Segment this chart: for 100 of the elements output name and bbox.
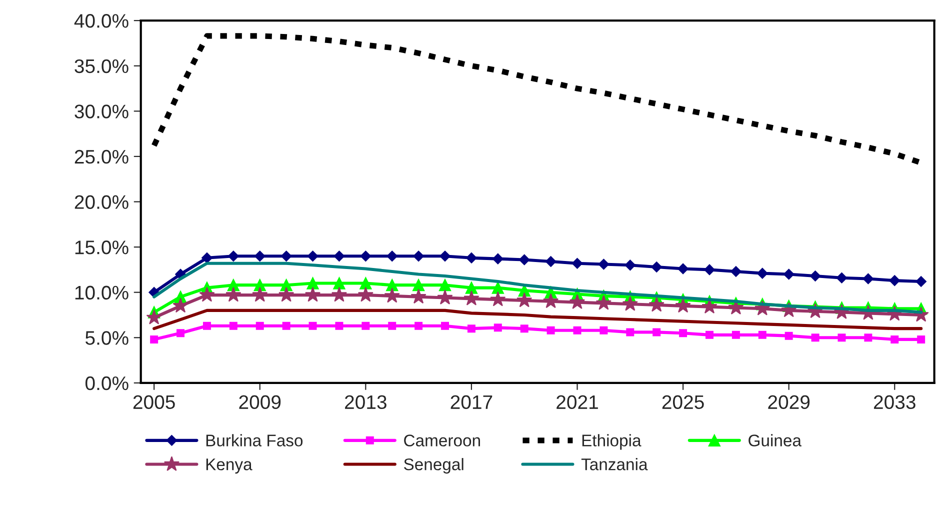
y-tick-label: 0.0% bbox=[85, 376, 128, 390]
point bbox=[678, 263, 688, 274]
point bbox=[520, 324, 528, 333]
point bbox=[492, 253, 504, 264]
point bbox=[624, 260, 636, 271]
line-series bbox=[152, 308, 923, 330]
point bbox=[229, 322, 238, 330]
point bbox=[252, 286, 268, 302]
legend-label: Burkina Faso bbox=[206, 434, 303, 446]
point bbox=[333, 277, 346, 290]
x-tick-label: 2013 bbox=[345, 395, 386, 410]
legend-label: Ethiopia bbox=[582, 434, 642, 450]
point bbox=[758, 330, 766, 339]
point bbox=[917, 335, 926, 344]
point bbox=[600, 326, 608, 334]
y-tick-label: 35.0% bbox=[74, 59, 128, 74]
point bbox=[596, 295, 612, 310]
point bbox=[622, 296, 638, 311]
point bbox=[146, 310, 162, 324]
point bbox=[440, 250, 450, 262]
y-tick-label: 40.0% bbox=[74, 14, 128, 28]
point bbox=[384, 288, 400, 303]
point bbox=[199, 286, 215, 302]
point bbox=[573, 326, 582, 334]
point bbox=[783, 268, 794, 280]
point bbox=[706, 330, 714, 339]
point bbox=[150, 335, 158, 344]
y-tick-label: 25.0% bbox=[74, 150, 128, 164]
point bbox=[494, 324, 502, 332]
point bbox=[679, 329, 688, 338]
point bbox=[386, 250, 398, 262]
legend-label: Senegal bbox=[404, 458, 464, 474]
point bbox=[569, 294, 586, 310]
point bbox=[546, 326, 555, 334]
point bbox=[360, 250, 372, 262]
point bbox=[304, 286, 321, 302]
y-tick-label: 5.0% bbox=[86, 331, 128, 345]
point bbox=[626, 328, 634, 336]
legend-label: Tanzania bbox=[581, 458, 648, 470]
point bbox=[572, 258, 583, 269]
point bbox=[280, 250, 292, 262]
point bbox=[307, 250, 318, 262]
point bbox=[441, 322, 449, 330]
point bbox=[202, 322, 211, 330]
point bbox=[756, 268, 768, 279]
point bbox=[278, 286, 294, 302]
point bbox=[648, 296, 664, 312]
point bbox=[466, 252, 477, 264]
point bbox=[730, 266, 742, 277]
point bbox=[414, 322, 423, 330]
point bbox=[412, 279, 425, 292]
x-tick-label: 2029 bbox=[768, 395, 810, 410]
point bbox=[256, 322, 264, 330]
point bbox=[202, 252, 212, 264]
point bbox=[598, 258, 610, 270]
point bbox=[651, 262, 662, 272]
point bbox=[810, 270, 821, 282]
y-tick-label: 15.0% bbox=[75, 240, 128, 254]
legend-label: Guinea bbox=[748, 434, 802, 446]
point bbox=[254, 250, 266, 262]
x-tick-label: 2033 bbox=[874, 395, 916, 410]
y-tick-label: 20.0% bbox=[74, 195, 128, 209]
point bbox=[465, 282, 478, 294]
point bbox=[704, 264, 715, 276]
point bbox=[172, 298, 188, 313]
legend-label: Kenya bbox=[206, 458, 252, 474]
x-tick-label: 2025 bbox=[662, 395, 704, 410]
x-tick-label: 2005 bbox=[133, 395, 175, 410]
y-tick-label: 30.0% bbox=[74, 104, 128, 118]
point bbox=[360, 277, 372, 290]
point bbox=[358, 286, 374, 302]
point bbox=[889, 275, 900, 286]
point bbox=[652, 328, 661, 336]
point bbox=[410, 288, 426, 304]
point bbox=[838, 334, 846, 342]
point bbox=[413, 250, 424, 262]
point bbox=[836, 272, 848, 284]
x-tick-label: 2009 bbox=[239, 395, 281, 410]
x-tick-label: 2017 bbox=[450, 395, 492, 410]
point bbox=[228, 250, 239, 262]
point bbox=[890, 335, 899, 344]
point bbox=[916, 276, 927, 287]
point bbox=[490, 291, 506, 306]
point bbox=[362, 322, 370, 330]
point bbox=[388, 322, 396, 330]
x-tick-label: 2021 bbox=[556, 395, 598, 410]
point bbox=[282, 322, 290, 330]
point bbox=[438, 279, 452, 292]
point bbox=[516, 292, 532, 308]
point bbox=[331, 286, 347, 302]
point bbox=[226, 286, 242, 302]
point bbox=[784, 332, 793, 340]
point bbox=[176, 329, 185, 338]
point bbox=[437, 290, 453, 304]
point bbox=[464, 290, 480, 306]
point bbox=[545, 256, 556, 267]
point bbox=[306, 277, 319, 290]
point bbox=[543, 293, 559, 308]
point bbox=[334, 250, 345, 262]
point bbox=[811, 334, 820, 342]
